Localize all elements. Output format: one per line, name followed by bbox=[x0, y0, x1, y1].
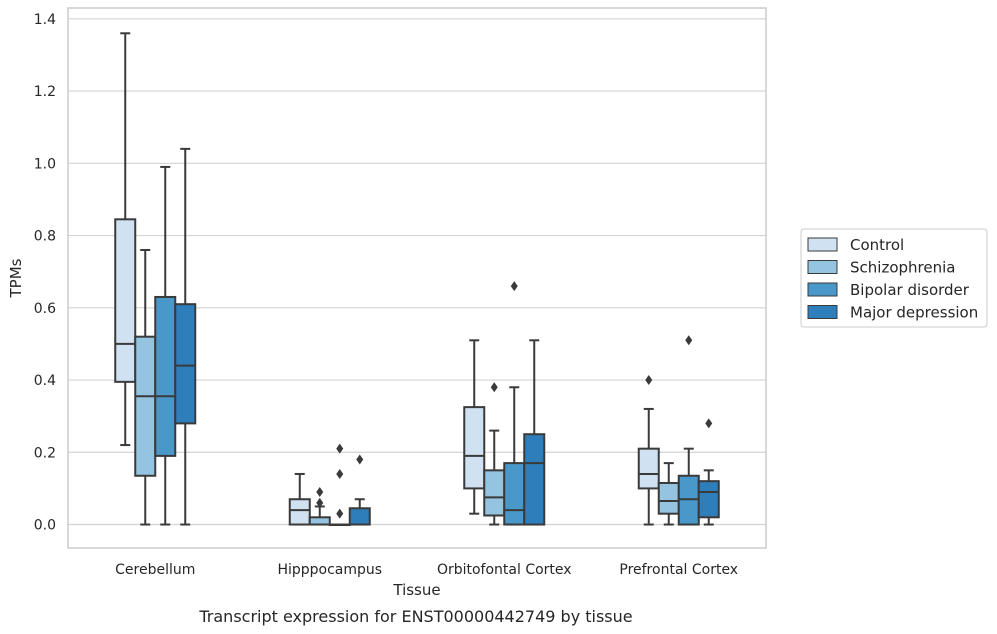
y-tick-label: 0.2 bbox=[34, 445, 56, 461]
x-tick-label: Hipppocampus bbox=[277, 562, 382, 578]
x-tick-label: Cerebellum bbox=[115, 562, 195, 578]
outlier-point bbox=[510, 281, 518, 292]
y-tick-label: 0.0 bbox=[34, 518, 56, 534]
outlier-point bbox=[316, 487, 324, 498]
legend-swatch bbox=[807, 282, 838, 297]
box-body bbox=[288, 498, 311, 526]
legend-label: Bipolar disorder bbox=[850, 281, 970, 299]
y-ticks: 0.0 0.2 0.4 0.6 0.8 1.0 1.2 1.4 bbox=[34, 12, 56, 534]
box-body bbox=[483, 469, 506, 517]
box-major-depression bbox=[348, 454, 371, 526]
box-body bbox=[114, 218, 137, 383]
outlier-point bbox=[705, 418, 713, 429]
y-tick-label: 1.0 bbox=[34, 156, 56, 172]
legend-frame bbox=[800, 228, 988, 328]
outlier-point bbox=[336, 443, 344, 454]
box-body bbox=[697, 480, 720, 519]
boxes bbox=[114, 32, 720, 527]
box-major-depression bbox=[697, 418, 720, 526]
box-schizophrenia bbox=[657, 462, 680, 526]
box-bipolar-disorder bbox=[503, 281, 526, 526]
x-axis-label: Tissue bbox=[392, 581, 440, 599]
box-bipolar-disorder bbox=[328, 443, 351, 527]
legend-label: Control bbox=[850, 236, 904, 254]
box-schizophrenia bbox=[483, 382, 506, 526]
plot-frame bbox=[67, 7, 767, 549]
legend: Control Schizophrenia Bipolar disorder Majo… bbox=[800, 228, 988, 328]
box-control bbox=[114, 32, 137, 447]
legend-item: Control bbox=[807, 236, 904, 254]
x-ticks: Cerebellum Hipppocampus Orbitofontal Corte… bbox=[115, 562, 738, 578]
box-schizophrenia bbox=[134, 249, 157, 526]
box-body bbox=[657, 481, 680, 515]
outlier-point bbox=[645, 375, 653, 386]
chart-caption: Transcript expression for ENST0000044274… bbox=[198, 607, 632, 626]
box-bipolar-disorder bbox=[154, 165, 177, 526]
legend-item: Bipolar disorder bbox=[807, 281, 970, 299]
y-tick-label: 0.8 bbox=[34, 229, 56, 245]
legend-item: Schizophrenia bbox=[807, 259, 955, 277]
box-body bbox=[348, 507, 371, 526]
box-body bbox=[154, 295, 177, 457]
y-tick-label: 1.2 bbox=[34, 84, 56, 100]
y-axis-label: TPMs bbox=[7, 258, 25, 298]
box-control bbox=[288, 472, 311, 526]
box-bipolar-disorder bbox=[677, 335, 700, 526]
x-tick-label: Orbitofontal Cortex bbox=[437, 562, 572, 578]
outlier-point bbox=[316, 497, 324, 508]
box-body bbox=[463, 406, 486, 490]
y-tick-label: 0.6 bbox=[34, 301, 56, 317]
legend-swatch bbox=[807, 237, 838, 252]
outlier-point bbox=[356, 454, 364, 465]
box-body bbox=[637, 447, 660, 490]
outlier-point bbox=[490, 382, 498, 393]
legend-swatch bbox=[807, 305, 838, 319]
box-body bbox=[134, 335, 157, 477]
box-control bbox=[637, 375, 660, 526]
y-tick-label: 0.4 bbox=[34, 373, 56, 389]
box-body bbox=[523, 433, 546, 526]
outlier-point bbox=[336, 508, 344, 519]
x-tick-label: Prefrontal Cortex bbox=[619, 562, 738, 578]
box-body bbox=[174, 303, 197, 425]
box-major-depression bbox=[174, 147, 197, 526]
box-schizophrenia bbox=[308, 487, 331, 526]
legend-item: Major depression bbox=[807, 304, 978, 322]
box-major-depression bbox=[523, 339, 546, 526]
outlier-point bbox=[336, 468, 344, 479]
y-tick-label: 1.4 bbox=[34, 12, 56, 28]
box-body bbox=[503, 462, 526, 526]
legend-label: Major depression bbox=[850, 304, 978, 322]
legend-swatch bbox=[807, 260, 838, 274]
box-control bbox=[463, 339, 486, 515]
legend-label: Schizophrenia bbox=[850, 259, 955, 277]
box-body bbox=[308, 516, 331, 526]
outlier-point bbox=[685, 335, 693, 346]
